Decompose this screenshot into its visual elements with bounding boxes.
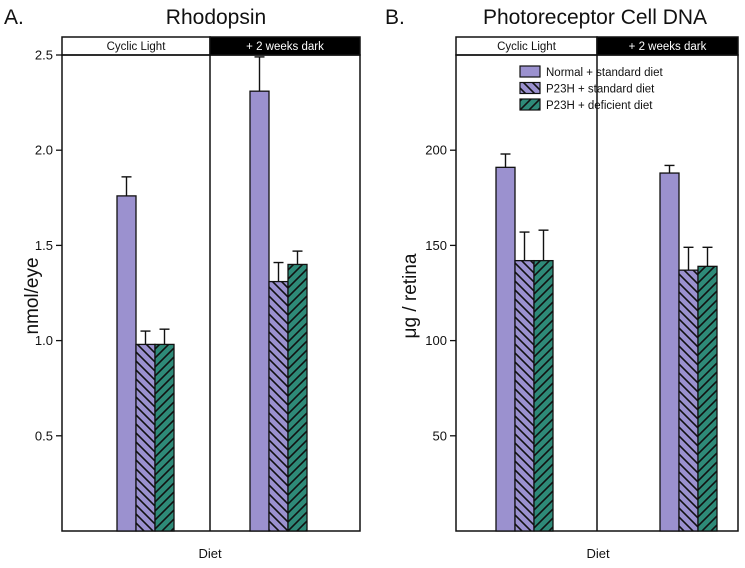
legend-swatch-p23h-standard	[519, 81, 541, 95]
bar-p23h-deficient	[697, 265, 718, 532]
panel-a-letter: A.	[4, 6, 24, 29]
bar-p23h-standard	[514, 259, 535, 532]
y-tick-label: 2.5	[35, 48, 53, 63]
group-label-cyclic-light: Cyclic Light	[107, 41, 167, 53]
bar-p23h-deficient	[154, 343, 175, 532]
y-tick-label: 150	[425, 238, 447, 253]
panel-a-ylabel: nmol/eye	[22, 257, 43, 334]
y-tick-label: 200	[425, 143, 447, 158]
group-label-dark: + 2 weeks dark	[246, 41, 324, 53]
bar-p23h-standard	[135, 343, 156, 532]
plot-frame	[61, 54, 361, 532]
panel-b: B. Photoreceptor Cell DNA μg / retina Di…	[385, 6, 739, 561]
panel-a-xlabel: Diet	[198, 546, 222, 561]
bar-normal	[495, 166, 516, 532]
legend-label-p23h-deficient: P23H + deficient diet	[546, 100, 653, 112]
y-tick-label: 100	[425, 333, 447, 348]
bar-p23h-deficient	[287, 263, 308, 532]
panel-b-letter: B.	[385, 6, 405, 29]
y-tick-label: 2.0	[35, 143, 53, 158]
bar-p23h-standard	[268, 280, 289, 532]
panel-a-title: Rhodopsin	[166, 6, 266, 29]
legend-swatch-normal	[519, 65, 541, 78]
panel-b-ylabel: μg / retina	[400, 253, 421, 338]
group-label-dark: + 2 weeks dark	[629, 41, 707, 53]
bar-p23h-standard	[678, 269, 699, 532]
panel-a: A. Rhodopsin nmol/eye Diet Cyclic Light +…	[4, 6, 361, 561]
legend-label-p23h-standard: P23H + standard diet	[546, 84, 655, 96]
legend-label-normal: Normal + standard diet	[546, 67, 663, 79]
bar-normal	[116, 195, 137, 532]
panel-b-xlabel: Diet	[586, 546, 610, 561]
bar-normal	[249, 90, 270, 532]
bar-p23h-deficient	[533, 259, 554, 532]
y-tick-label: 1.5	[35, 238, 53, 253]
bar-normal	[659, 172, 680, 532]
y-tick-label: 1.0	[35, 333, 53, 348]
group-label-cyclic-light: Cyclic Light	[497, 41, 557, 53]
y-tick-label: 0.5	[35, 428, 53, 443]
y-tick-label: 50	[433, 428, 447, 443]
panel-b-title: Photoreceptor Cell DNA	[483, 6, 707, 29]
legend-swatch-p23h-deficient	[519, 98, 541, 111]
